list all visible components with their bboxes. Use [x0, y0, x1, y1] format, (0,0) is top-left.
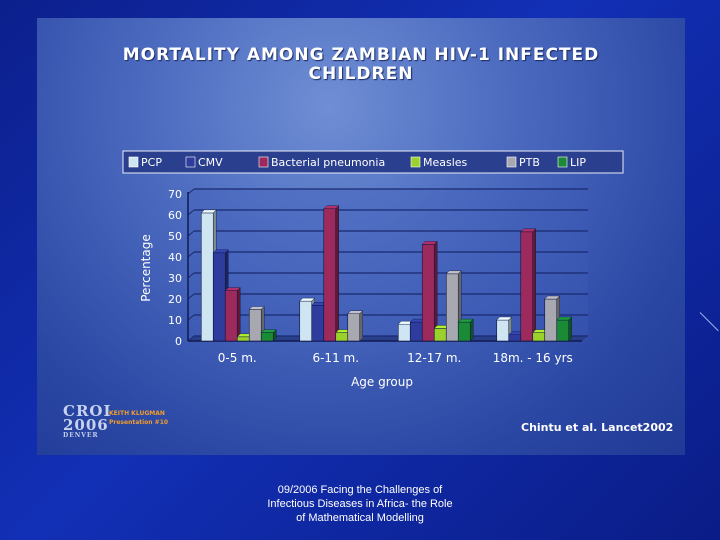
bar-side [237, 287, 241, 342]
legend-swatch [128, 156, 139, 168]
bar-side [335, 205, 339, 342]
bar [260, 332, 274, 342]
legend-label: LIP [570, 156, 586, 169]
gridline-side [187, 335, 195, 342]
x-tick-label: 6-11 m. [312, 351, 359, 365]
y-tick-label: 60 [168, 209, 182, 222]
legend-label: CMV [198, 156, 223, 169]
y-axis-label: Percentage [139, 234, 153, 302]
y-tick-label: 0 [175, 335, 182, 348]
gridline-side [187, 230, 195, 237]
slide-footer: 09/2006 Facing the Challenges of Infecti… [230, 483, 490, 525]
y-tick-label: 40 [168, 251, 182, 264]
decorative-line [699, 312, 719, 332]
footer-line: of Mathematical Modelling [296, 512, 424, 524]
plot-area: 0 10 20 30 40 50 60 70 0-5 m. 6-11 m. 12-17 m. 18m.… [139, 188, 588, 389]
legend-swatch [506, 156, 517, 168]
x-axis-label: Age group [351, 375, 413, 389]
x-tick-label: 0-5 m. [218, 351, 257, 365]
bar [556, 319, 570, 342]
chart-title-line: CHILDREN [308, 64, 414, 84]
bar [520, 231, 534, 342]
chart-title: MORTALITY AMONG ZAMBIAN HIV-1 INFECTED C… [37, 46, 685, 84]
legend-label: Bacterial pneumonia [271, 156, 385, 169]
legend-swatch [185, 156, 196, 168]
bar [544, 298, 558, 342]
bar [433, 328, 447, 342]
bar [347, 313, 361, 342]
bar-side [532, 228, 536, 342]
x-tick-label: 12-17 m. [407, 351, 461, 365]
plot-floor [188, 336, 588, 341]
legend-swatch [258, 156, 269, 168]
plot-wall [188, 189, 588, 341]
bar [200, 212, 214, 342]
bar [224, 290, 238, 342]
y-tick-label: 20 [168, 293, 182, 306]
bar [311, 304, 325, 342]
gridline-side [187, 209, 195, 216]
gridline-side [187, 293, 195, 300]
bar [299, 300, 313, 342]
bar [496, 319, 510, 342]
bar-side [273, 329, 277, 342]
bar [236, 336, 250, 342]
bar [532, 332, 546, 342]
legend-swatch [410, 156, 421, 168]
footer-line: Infectious Diseases in Africa- the Role [267, 498, 453, 510]
y-tick-label: 10 [168, 314, 182, 327]
bar-side [568, 316, 572, 342]
bar [457, 321, 471, 342]
y-tick-label: 30 [168, 272, 182, 285]
bar [212, 252, 226, 342]
bar [397, 323, 411, 342]
bar [445, 273, 459, 342]
bar [421, 244, 435, 342]
logo-city-text: DENVER [63, 432, 99, 439]
gridline-side [187, 188, 195, 195]
croi-logo: CROI 2006 DENVER [63, 404, 112, 440]
bar [323, 208, 337, 342]
citation: Chintu et al. Lancet2002 [521, 421, 674, 434]
x-tick-label: 18m. - 16 yrs [493, 351, 573, 365]
legend-swatch [557, 156, 568, 168]
bar [335, 332, 349, 342]
legend-label: Measles [423, 156, 468, 169]
chart-title-line: MORTALITY AMONG ZAMBIAN HIV-1 INFECTED [122, 45, 600, 65]
gridline-side [187, 314, 195, 321]
gridline-side [187, 251, 195, 258]
y-tick-label: 70 [168, 188, 182, 201]
legend-label: PTB [519, 156, 540, 169]
chart-legend: PCP CMV Bacterial pneumonia Measles PTB LIP [122, 150, 624, 174]
logo-main-text: CROI [63, 402, 112, 420]
bar [409, 321, 423, 342]
logo-year-text: 2006 [63, 416, 109, 434]
presentation-number: Presentation #10 [109, 419, 169, 426]
bar [508, 334, 522, 342]
y-tick-label: 50 [168, 230, 182, 243]
presenter-credit: KEITH KLUGMAN Presentation #10 [109, 409, 168, 427]
legend-box [122, 150, 624, 174]
legend-label: PCP [141, 156, 162, 169]
footer-line: 09/2006 Facing the Challenges of [277, 484, 443, 496]
bar-side [470, 318, 474, 342]
bar-side [359, 310, 363, 342]
bar-chart: PCP CMV Bacterial pneumonia Measles PTB LIP 0… [122, 150, 624, 389]
presenter-name: KEITH KLUGMAN [109, 410, 165, 417]
gridline-side [187, 272, 195, 279]
bar [248, 309, 262, 342]
slide-image: MORTALITY AMONG ZAMBIAN HIV-1 INFECTED C… [37, 18, 685, 455]
